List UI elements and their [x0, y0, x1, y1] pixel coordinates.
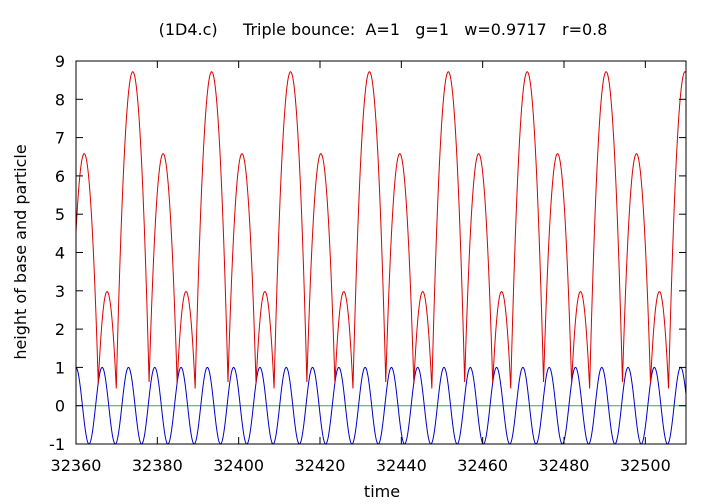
x-tick-label: 32480 [539, 456, 590, 475]
chart-title: (1D4.c) Triple bounce: A=1 g=1 w=0.9717 … [159, 20, 608, 39]
x-axis: 32360 32380 32400 32420 32440 32460 32480 32500 [51, 61, 671, 475]
y-tick-label: 7 [55, 129, 65, 148]
y-tick-label: 0 [55, 397, 65, 416]
y-tick-label: -1 [49, 435, 65, 454]
y-tick-label: 3 [55, 282, 65, 301]
y-tick-label: 4 [55, 244, 65, 263]
x-tick-label: 32360 [51, 456, 102, 475]
y-axis-label: height of base and particle [11, 144, 30, 359]
plot-area [76, 71, 686, 444]
y-axis: -1 0 1 2 3 4 5 6 7 8 9 [49, 52, 686, 454]
y-tick-label: 1 [55, 358, 65, 377]
x-tick-label: 32440 [376, 456, 427, 475]
particle-series [76, 71, 686, 389]
x-tick-label: 32400 [213, 456, 264, 475]
x-tick-label: 32420 [295, 456, 346, 475]
y-tick-label: 5 [55, 205, 65, 224]
y-tick-label: 6 [55, 167, 65, 186]
y-tick-label: 9 [55, 52, 65, 71]
y-tick-label: 8 [55, 90, 65, 109]
x-tick-label: 32380 [132, 456, 183, 475]
plot-frame [75, 60, 687, 445]
y-tick-label: 2 [55, 320, 65, 339]
x-tick-label: 32500 [620, 456, 671, 475]
x-axis-label: time [364, 482, 400, 501]
x-tick-label: 32460 [457, 456, 508, 475]
